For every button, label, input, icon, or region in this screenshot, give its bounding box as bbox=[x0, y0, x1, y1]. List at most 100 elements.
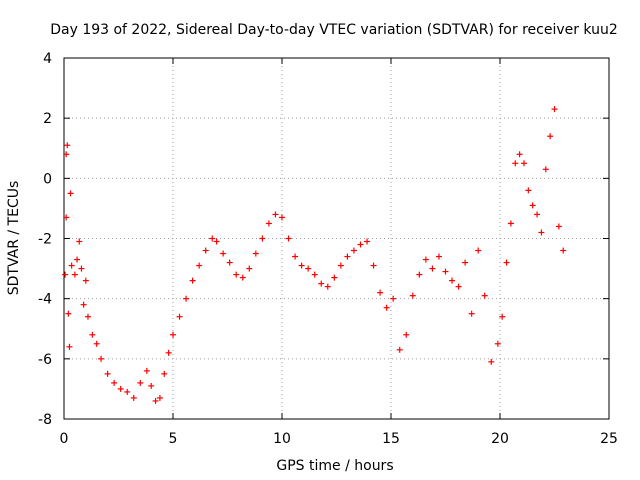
data-point bbox=[130, 394, 137, 401]
data-point bbox=[226, 259, 233, 266]
x-tick-label: 10 bbox=[273, 431, 291, 447]
axis-ticks bbox=[63, 57, 610, 420]
data-point bbox=[63, 151, 70, 158]
data-point bbox=[117, 385, 124, 392]
data-point bbox=[370, 262, 377, 269]
y-tick-label: 4 bbox=[43, 51, 52, 67]
data-point bbox=[78, 265, 85, 272]
data-point bbox=[93, 340, 100, 347]
data-point bbox=[396, 346, 403, 353]
grid bbox=[64, 58, 609, 419]
data-point bbox=[68, 262, 75, 269]
data-point bbox=[409, 292, 416, 299]
data-point bbox=[525, 187, 532, 194]
data-point bbox=[462, 259, 469, 266]
data-point bbox=[311, 271, 318, 278]
y-tick-label: 2 bbox=[43, 111, 52, 127]
data-point bbox=[449, 277, 456, 284]
data-point bbox=[98, 355, 105, 362]
y-tick-labels: -8 -6 -4 -2 0 2 4 bbox=[38, 51, 52, 428]
data-point bbox=[507, 220, 514, 227]
data-point bbox=[542, 166, 549, 173]
x-tick-label: 15 bbox=[382, 431, 400, 447]
data-point bbox=[279, 214, 285, 221]
data-point bbox=[499, 313, 506, 320]
data-point bbox=[331, 274, 338, 281]
data-point bbox=[76, 238, 83, 245]
data-point bbox=[213, 238, 220, 245]
data-point bbox=[84, 313, 91, 320]
data-point bbox=[377, 289, 384, 296]
y-tick-label: -8 bbox=[38, 412, 52, 428]
x-tick-label: 0 bbox=[60, 431, 69, 447]
data-point bbox=[344, 253, 351, 260]
data-point bbox=[494, 340, 501, 347]
data-point bbox=[285, 235, 292, 242]
data-point bbox=[488, 358, 495, 365]
data-point bbox=[82, 277, 89, 284]
data-point bbox=[202, 247, 209, 254]
data-point bbox=[65, 310, 72, 317]
data-point bbox=[246, 265, 253, 272]
x-tick-labels: 0 5 10 15 20 25 bbox=[60, 431, 618, 447]
y-tick-label: 0 bbox=[43, 171, 52, 187]
data-point bbox=[259, 235, 266, 242]
data-point bbox=[475, 247, 482, 254]
data-point bbox=[422, 256, 429, 263]
data-point bbox=[71, 271, 78, 278]
data-point bbox=[318, 280, 325, 287]
data-point bbox=[156, 394, 163, 401]
x-tick-label: 5 bbox=[169, 431, 178, 447]
x-axis-label: GPS time / hours bbox=[276, 458, 393, 474]
data-point bbox=[165, 349, 172, 356]
data-point bbox=[104, 370, 111, 377]
data-point bbox=[305, 265, 312, 272]
data-point bbox=[183, 295, 190, 302]
data-point bbox=[481, 292, 488, 299]
data-point bbox=[62, 271, 69, 278]
data-point bbox=[196, 262, 203, 269]
x-tick-label: 20 bbox=[491, 431, 509, 447]
data-point bbox=[324, 283, 331, 290]
data-point bbox=[148, 382, 155, 389]
data-point bbox=[560, 247, 567, 254]
data-point bbox=[429, 265, 436, 272]
data-point bbox=[209, 235, 216, 242]
data-point bbox=[189, 277, 196, 284]
data-point bbox=[137, 379, 144, 386]
data-point bbox=[357, 241, 364, 248]
data-point bbox=[265, 220, 272, 227]
data-point bbox=[503, 259, 510, 266]
data-point bbox=[67, 190, 74, 197]
data-point bbox=[272, 211, 279, 218]
data-point bbox=[161, 370, 168, 377]
data-point bbox=[516, 151, 523, 158]
chart-title: Day 193 of 2022, Sidereal Day-to-day VTE… bbox=[50, 22, 618, 38]
y-tick-label: -6 bbox=[38, 352, 52, 368]
data-point bbox=[551, 106, 558, 113]
data-point bbox=[298, 262, 305, 269]
data-point bbox=[538, 229, 545, 236]
data-point bbox=[520, 160, 527, 167]
data-point bbox=[111, 379, 118, 386]
data-point bbox=[252, 250, 259, 257]
series-sdtvar bbox=[62, 106, 567, 404]
data-point bbox=[233, 271, 240, 278]
data-point bbox=[350, 247, 357, 254]
data-point bbox=[64, 142, 71, 149]
data-point bbox=[455, 283, 462, 290]
data-point bbox=[435, 253, 442, 260]
data-point bbox=[143, 367, 150, 374]
data-point bbox=[124, 388, 131, 395]
data-point bbox=[170, 331, 176, 338]
data-point bbox=[80, 301, 87, 308]
y-tick-label: -4 bbox=[38, 292, 52, 308]
data-point bbox=[220, 250, 227, 257]
data-point bbox=[403, 331, 410, 338]
data-point bbox=[547, 133, 554, 140]
data-point bbox=[89, 331, 96, 338]
data-point bbox=[292, 253, 299, 260]
data-point bbox=[63, 214, 70, 221]
